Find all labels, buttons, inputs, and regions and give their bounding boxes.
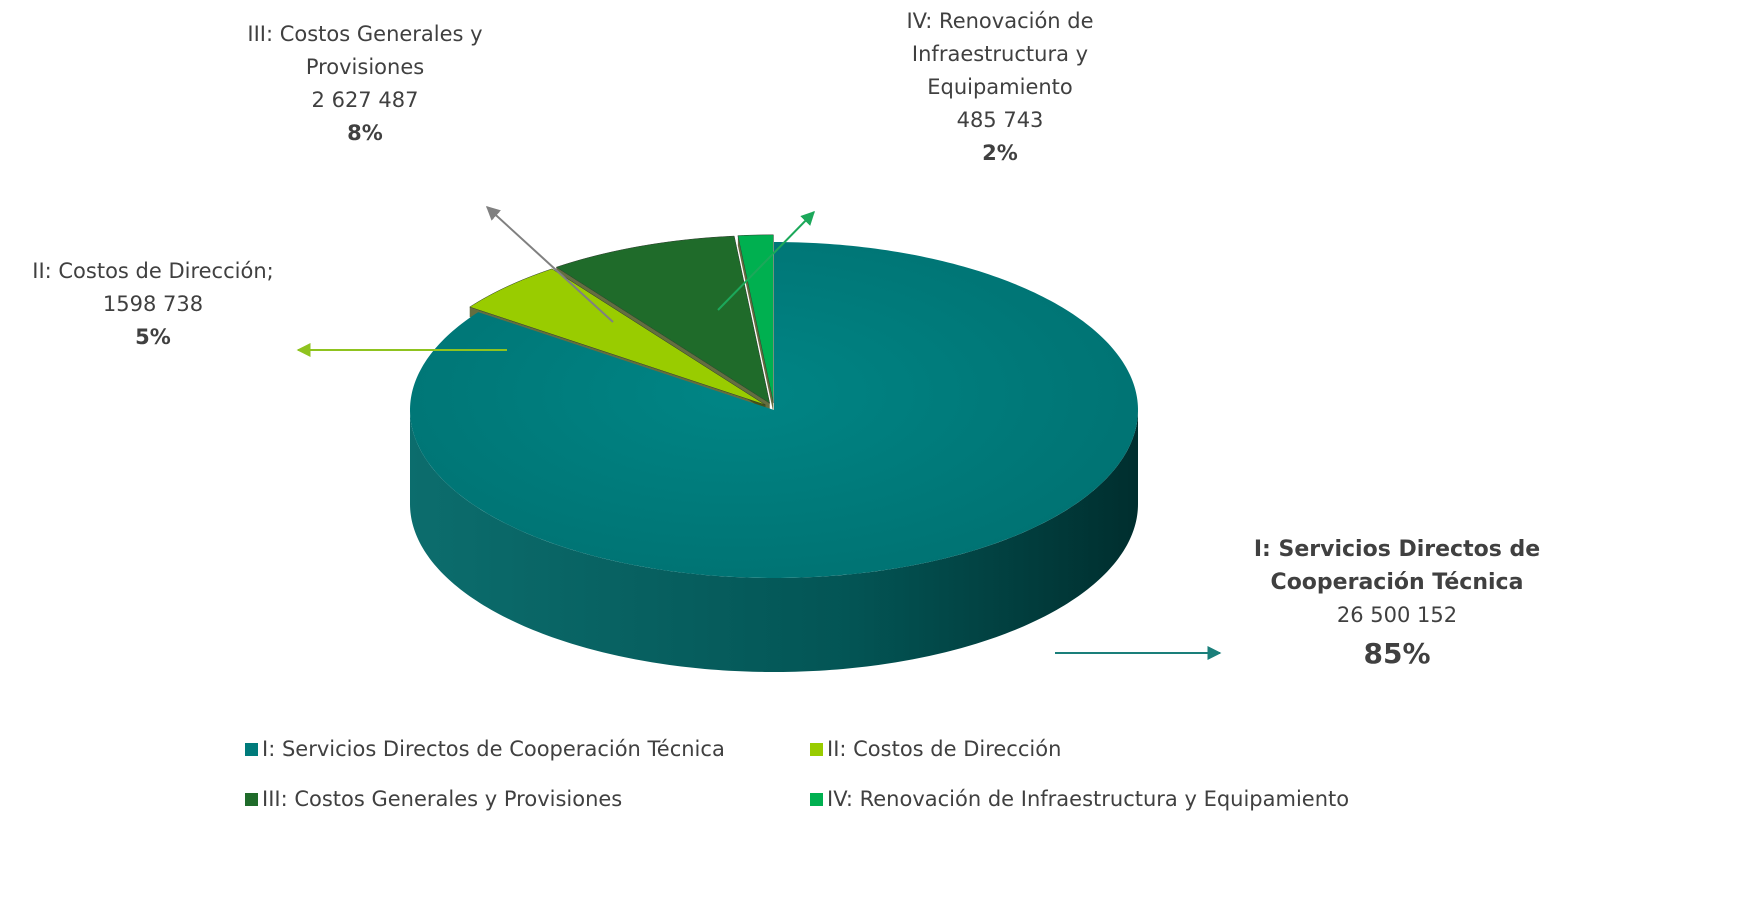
data-label-value: 26 500 152 [1336, 603, 1458, 627]
legend-label: IV: Renovación de Infraestructura y Equi… [827, 787, 1350, 811]
legend-label: III: Costos Generales y Provisiones [262, 787, 623, 811]
data-label-percent: 5% [135, 325, 171, 349]
legend-label: II: Costos de Dirección [827, 737, 1062, 761]
slice [410, 242, 1138, 578]
data-label-name: III: Costos Generales y Provisiones [247, 22, 483, 79]
legend-swatch [810, 742, 823, 756]
data-label-value: 1598 738 [102, 292, 204, 316]
data-label-percent: 8% [347, 121, 383, 145]
legend-swatch [245, 742, 258, 756]
data-label-value: 2 627 487 [311, 88, 419, 112]
data-label: IV: Renovación de Infraestructura y Equi… [865, 5, 1135, 170]
data-label-percent: 2% [982, 141, 1018, 165]
data-label: II: Costos de Dirección; 1598 738 5% [0, 255, 313, 354]
leader-arrow [717, 210, 815, 311]
legend-swatch [810, 792, 823, 806]
legend-item: IV: Renovación de Infraestructura y Equi… [810, 787, 1349, 811]
data-label-name: II: Costos de Dirección; [32, 259, 274, 283]
legend-item: I: Servicios Directos de Cooperación Téc… [245, 737, 725, 761]
data-label-value: 485 743 [956, 108, 1044, 132]
slice [737, 234, 774, 403]
data-label-name: I: Servicios Directos de Cooperación Téc… [1253, 537, 1541, 595]
data-label: I: Servicios Directos de Cooperación Téc… [1232, 533, 1562, 676]
legend-item: III: Costos Generales y Provisiones [245, 787, 622, 811]
slice [555, 235, 771, 404]
data-label-name: IV: Renovación de Infraestructura y Equi… [906, 9, 1094, 99]
slice-side [410, 410, 1138, 672]
data-label: III: Costos Generales y Provisiones 2 627… [215, 18, 515, 150]
leader-arrow [485, 206, 614, 323]
data-label-percent: 85% [1363, 637, 1431, 670]
slice [469, 268, 766, 406]
legend-swatch [245, 792, 258, 806]
legend-label: I: Servicios Directos de Cooperación Téc… [262, 737, 725, 761]
legend-item: II: Costos de Dirección [810, 737, 1061, 761]
